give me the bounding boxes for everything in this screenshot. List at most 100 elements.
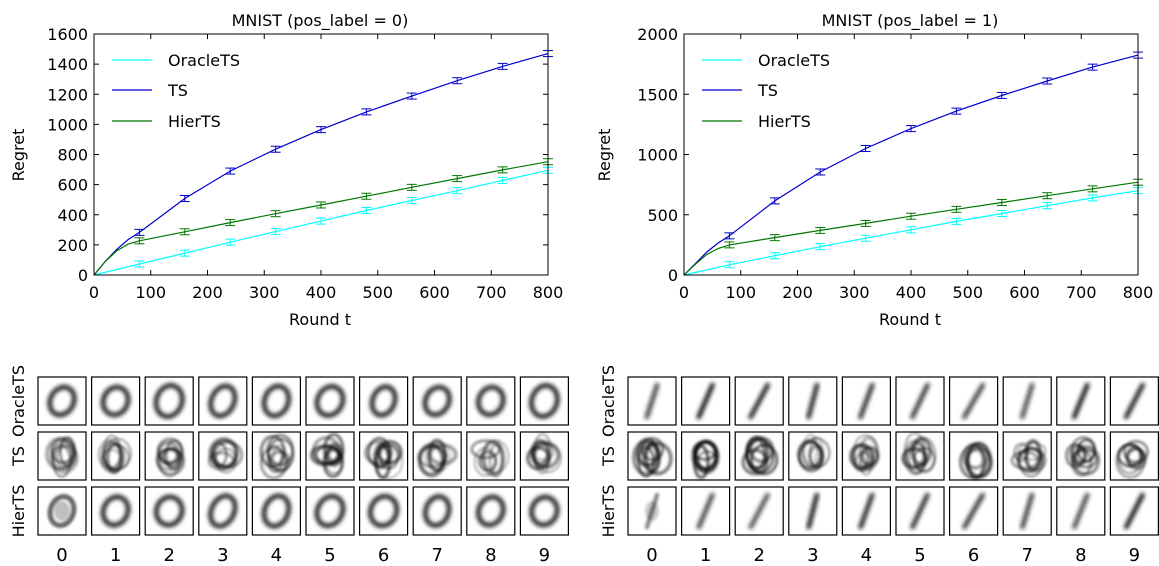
noisy-digit-blob: [309, 432, 345, 478]
noisy-digit-blob: [259, 433, 295, 480]
grid-cell: [627, 486, 677, 536]
grid-cell: [519, 486, 570, 536]
error-bar-ts: [1087, 63, 1098, 71]
x-tick-label: 800: [1123, 283, 1154, 302]
chart-pos-label-1: MNIST (pos_label = 1) Regret Round t 0 10…: [595, 11, 1153, 329]
cell-frame: [359, 486, 409, 536]
grid-cell: [359, 376, 409, 426]
error-bar-ts: [906, 125, 916, 133]
y-tick-label: 800: [57, 146, 88, 165]
error-bar-hierts: [452, 175, 463, 183]
digit-zero-shape: [529, 494, 560, 528]
x-tick-label: 800: [533, 283, 564, 302]
cell-frame: [198, 486, 248, 536]
error-bar-hierts: [1042, 192, 1053, 200]
digit-one-shape: [748, 382, 771, 420]
legend-label-hier-ts: HierTS: [758, 112, 811, 131]
cell-frame: [1109, 486, 1159, 536]
grid-cell: [519, 431, 570, 481]
series-line-hierts: [93, 161, 549, 276]
x-tick-label: 100: [725, 283, 756, 302]
plot-frame: [683, 33, 1139, 276]
error-bar-oraclets: [361, 207, 372, 215]
cell-frame: [1002, 486, 1052, 536]
grid-cell: [841, 431, 892, 481]
grid-cell: [948, 376, 999, 426]
cell-frame: [37, 486, 87, 536]
digit-zero-shape: [261, 383, 291, 419]
legend-label-hier-ts: HierTS: [168, 112, 221, 131]
grid-cell: [841, 376, 892, 426]
grid-cell: [305, 376, 355, 426]
grid-col-label: 0: [56, 545, 67, 566]
digit-one-shape: [1072, 492, 1090, 530]
grid-cell: [198, 486, 248, 536]
grid-cell: [251, 431, 301, 481]
grid-col-label: 0: [646, 545, 657, 566]
grid-cell: [37, 431, 87, 481]
grid-cell: [519, 376, 570, 426]
cell-frame: [144, 486, 194, 536]
noisy-digit-blob: [526, 432, 562, 475]
error-bar-hierts: [906, 212, 916, 220]
grid-cell: [734, 431, 784, 481]
y-tick-labels: 0 500 1000 1500 2000: [637, 25, 678, 285]
digit-zero-shape: [369, 384, 398, 418]
grid-cell: [37, 486, 87, 536]
grid-cell: [1002, 431, 1052, 481]
legend: OracleTS TS HierTS: [112, 51, 240, 131]
x-axis-label: Round t: [879, 310, 941, 329]
error-bar-ts: [361, 108, 372, 116]
error-bar-hierts: [951, 205, 962, 213]
error-bar-oraclets: [406, 196, 417, 204]
cell-frame: [948, 431, 999, 481]
y-tick-label: 1400: [47, 55, 88, 74]
y-tick-label: 400: [57, 206, 88, 225]
grid-cell: [144, 431, 194, 481]
digit-one-shape: [696, 382, 715, 420]
digit-zero-shape: [47, 493, 77, 529]
cell-frame: [519, 376, 570, 426]
cell-frame: [1109, 431, 1159, 481]
cell-frame: [412, 431, 462, 481]
grid-cell: [895, 486, 945, 536]
grid-cell: [466, 486, 516, 536]
x-tick-label: 400: [896, 283, 927, 302]
digit-zero-shape: [208, 383, 238, 419]
digit-one-shape: [644, 492, 660, 530]
y-tick-label: 0: [78, 266, 88, 285]
x-tick-labels: 0 100 200 300 400 500 600 700 800: [679, 283, 1153, 302]
grid-cell: [734, 376, 784, 426]
digit-one-shape: [696, 492, 715, 530]
cell-frame: [305, 376, 355, 426]
digit-one-shape: [1123, 382, 1145, 420]
cell-frame: [1056, 431, 1106, 481]
cell-frame: [680, 486, 731, 536]
error-bar-hierts: [406, 183, 417, 191]
noisy-digit-blob: [690, 439, 720, 480]
grid-col-label: 2: [163, 545, 174, 566]
grid-cell: [788, 486, 838, 536]
error-bar-ts: [1042, 77, 1053, 85]
grid-col-label: 5: [914, 545, 925, 566]
grid-cell: [1109, 376, 1159, 426]
digit-one-shape: [910, 382, 930, 420]
x-tick-label: 500: [952, 283, 983, 302]
y-tick-label: 200: [57, 236, 88, 255]
grid-cell: [788, 431, 838, 481]
grid-cell: [144, 486, 194, 536]
cell-frame: [412, 376, 462, 426]
digit-zero-shape: [368, 494, 400, 528]
grid-cell: [734, 486, 784, 536]
x-tick-label: 400: [306, 283, 337, 302]
grid-cell: [841, 486, 892, 536]
grid-cell: [198, 376, 248, 426]
digit-one-shape: [858, 382, 875, 420]
legend-label-ts: TS: [167, 81, 188, 100]
grid-cell: [680, 431, 731, 481]
digit-one-shape: [806, 492, 820, 530]
chart-title: MNIST (pos_label = 1): [822, 11, 999, 31]
error-bar-ts: [452, 77, 463, 85]
chart-title: MNIST (pos_label = 0): [232, 11, 409, 31]
error-bar-ts: [225, 167, 236, 175]
